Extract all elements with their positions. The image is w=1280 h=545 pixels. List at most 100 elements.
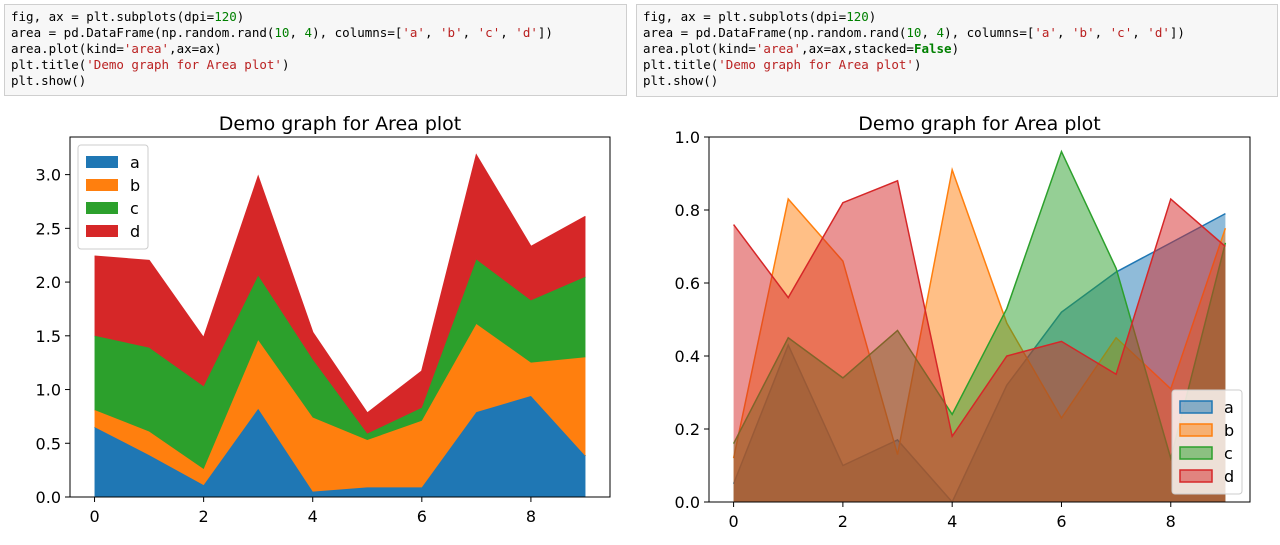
x-tick-label: 6 [417, 507, 427, 526]
code-token: ,ax=ax) [169, 41, 222, 56]
y-tick-label: 3.0 [36, 166, 61, 185]
code-cell-right[interactable]: fig, ax = plt.subplots(dpi=120) area = pd… [636, 4, 1278, 97]
x-tick-label: 0 [728, 512, 738, 531]
code-line: fig, ax = plt.subplots(dpi=120) [11, 9, 620, 25]
chart-title: Demo graph for Area plot [219, 113, 462, 135]
legend-swatch-a [1179, 400, 1213, 414]
code-cell-left[interactable]: fig, ax = plt.subplots(dpi=120) area = pd… [4, 4, 627, 96]
code-token: 'd' [1147, 25, 1170, 40]
code-token: area.plot(kind= [643, 41, 756, 56]
y-tick-label: 0.6 [675, 274, 700, 293]
code-token: area.plot(kind= [11, 41, 124, 56]
legend-swatch-c [1179, 446, 1213, 460]
code-token: , [1056, 25, 1073, 40]
code-token: ) [913, 57, 922, 72]
code-token: 'c' [477, 25, 501, 40]
code-token: , [424, 25, 441, 40]
code-token: 10 [906, 25, 922, 40]
x-tick-label: 8 [1166, 512, 1176, 531]
legend-swatch-c [86, 202, 118, 214]
area-a [94, 395, 586, 497]
code-token: 'Demo graph for Area plot' [718, 57, 914, 72]
code-token: area = pd.DataFrame(np.random.rand( [11, 25, 275, 40]
code-token: 'area' [123, 41, 170, 56]
plot-frame [69, 136, 611, 498]
code-token: plt.title( [11, 57, 87, 72]
y-tick-label: 2.0 [36, 273, 61, 292]
y-tick-label: 0.0 [675, 493, 700, 512]
code-line: fig, ax = plt.subplots(dpi=120) [643, 9, 1271, 25]
code-token: 'Demo graph for Area plot' [86, 57, 282, 72]
area-b [94, 323, 586, 492]
x-tick-label: 6 [1056, 512, 1066, 531]
area-c [94, 259, 586, 470]
x-tick-label: 4 [947, 512, 957, 531]
x-tick-label: 4 [308, 507, 318, 526]
area-d [733, 180, 1226, 503]
y-tick-label: 0.0 [36, 488, 61, 507]
code-token: plt.show() [643, 73, 719, 88]
y-tick-label: 0.4 [675, 347, 700, 366]
code-token: plt.title( [643, 57, 719, 72]
legend-label-b: b [1224, 421, 1234, 440]
legend-box [1171, 389, 1243, 495]
code-token: , [1094, 25, 1110, 40]
area-d [94, 155, 586, 434]
code-line: plt.title('Demo graph for Area plot') [643, 57, 1271, 73]
code-token: 'b' [1072, 25, 1095, 40]
code-line: area = pd.DataFrame(np.random.rand(10, 4… [11, 25, 620, 41]
legend-label-c: c [1224, 444, 1233, 463]
line-d [94, 153, 586, 415]
legend-label-a: a [130, 153, 140, 172]
legend-label-c: c [130, 199, 139, 218]
y-tick-label: 1.5 [36, 327, 61, 346]
code-token: ]) [1169, 25, 1185, 40]
code-token: 'a' [1034, 25, 1057, 40]
areas-group [732, 149, 1227, 504]
code-token: , [921, 25, 937, 40]
y-tick-label: 0.2 [675, 420, 700, 439]
x-tick-label: 0 [89, 507, 99, 526]
x-tick-label: 8 [526, 507, 536, 526]
code-token: ) [236, 9, 245, 24]
legend-swatch-d [1179, 469, 1213, 483]
legend-label-d: d [130, 222, 140, 241]
code-line: plt.show() [643, 73, 1271, 89]
code-token: 4 [936, 25, 945, 40]
line-d [732, 179, 1226, 439]
code-token: False [913, 41, 952, 56]
code-token: , [1132, 25, 1148, 40]
x-tick-label: 2 [199, 507, 209, 526]
code-token: ,ax=ax,stacked= [801, 41, 914, 56]
legend-swatch-b [1179, 423, 1213, 437]
legend-swatch-a [86, 156, 118, 168]
code-line: plt.title('Demo graph for Area plot') [11, 57, 620, 73]
code-token: 'area' [755, 41, 802, 56]
code-token: ), columns=[ [312, 25, 403, 40]
legend-swatch-b [86, 179, 118, 191]
code-line: area.plot(kind='area',ax=ax,stacked=Fals… [643, 41, 1271, 57]
code-token: , [500, 25, 516, 40]
code-token: 'a' [402, 25, 425, 40]
plot-frame [708, 136, 1251, 503]
code-token: ) [868, 9, 877, 24]
code-token: area = pd.DataFrame(np.random.rand( [643, 25, 907, 40]
code-line: plt.show() [11, 73, 620, 89]
code-token: 4 [304, 25, 313, 40]
legend-label-d: d [1224, 467, 1234, 486]
y-tick-label: 1.0 [36, 381, 61, 400]
legend-swatch-d [86, 225, 118, 237]
code-token: , [289, 25, 305, 40]
code-token: 120 [846, 9, 869, 24]
code-token: fig, ax = plt.subplots(dpi= [11, 9, 215, 24]
legend-label-b: b [130, 176, 140, 195]
y-tick-label: 0.5 [36, 434, 61, 453]
y-tick-label: 2.5 [36, 219, 61, 238]
code-token: 'd' [515, 25, 538, 40]
code-token: 'c' [1109, 25, 1133, 40]
x-tick-label: 2 [838, 512, 848, 531]
code-token: , [462, 25, 478, 40]
y-tick-label: 1.0 [675, 128, 700, 147]
